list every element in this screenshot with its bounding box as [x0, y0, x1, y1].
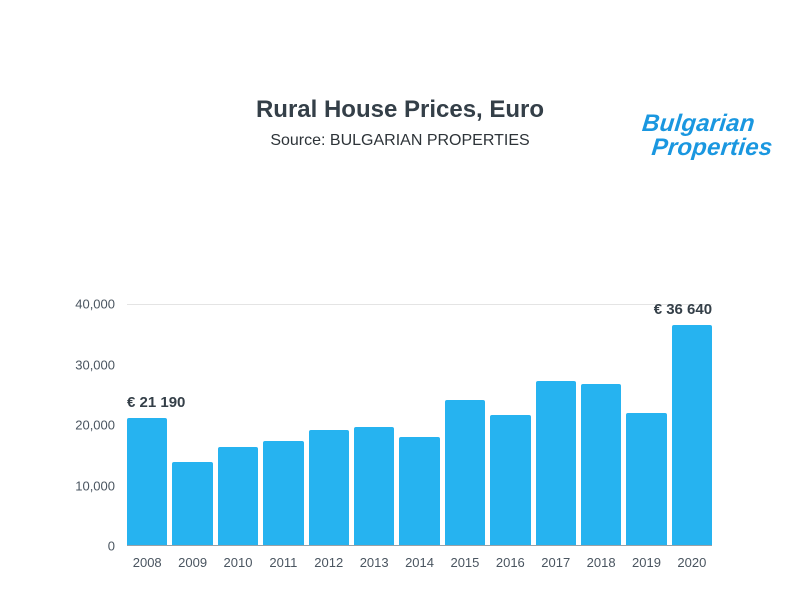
bar-chart: 0 10,000 20,000 30,000 40,000 € 21 190 € 36 6… [30, 297, 713, 570]
bar-2020 [671, 325, 713, 545]
bar-2019 [626, 413, 667, 545]
bar-column-2019 [626, 305, 667, 545]
plot-area: € 21 190 € 36 640 [127, 301, 713, 546]
x-tick-label-2016: 2016 [495, 555, 525, 570]
bar-2016 [490, 414, 531, 545]
page-title: Rural House Prices, Euro [255, 96, 545, 123]
bar-column-2014 [399, 305, 440, 545]
bar-column-2015 [444, 305, 486, 545]
x-axis: 2008 2009 2010 2011 2012 2013 2014 2015 2016 2017… [127, 555, 712, 570]
x-tick-label-2010: 2010 [223, 555, 253, 570]
y-tick-label: 0 [107, 538, 115, 554]
y-tick-label: 40,000 [75, 296, 115, 312]
brand-logo: Bulgarian Properties [639, 110, 777, 161]
bar-2014 [399, 437, 440, 545]
bar-column-2008: € 21 190 [127, 305, 185, 545]
bar-column-2009 [172, 305, 213, 545]
chart-subtitle: Source: BULGARIAN PROPERTIES [270, 132, 530, 149]
bar-2015 [444, 400, 486, 545]
bar-2013 [353, 427, 395, 545]
bar-column-2011 [263, 305, 304, 545]
bar-column-2018 [580, 305, 622, 545]
page: { "brand": { "line1": "Bulgarian", "line… [0, 96, 800, 600]
bar-column-2012 [308, 305, 349, 545]
x-tick-label-2017: 2017 [541, 555, 571, 570]
bar-column-2017 [535, 305, 576, 545]
data-label-2008: € 21 190 [127, 393, 186, 411]
y-tick-label: 10,000 [75, 478, 115, 493]
bar-2011 [263, 440, 304, 545]
bar-2009 [172, 461, 213, 545]
y-axis: 0 10,000 20,000 30,000 40,000 [30, 297, 127, 554]
y-tick-label: 20,000 [75, 417, 115, 433]
brand-logo-line2: Properties [650, 133, 775, 161]
x-tick-label-2018: 2018 [586, 555, 616, 570]
x-tick-label-2014: 2014 [405, 555, 434, 570]
bar-2010 [217, 447, 259, 545]
x-tick-label-2009: 2009 [178, 555, 208, 570]
data-label-2020: € 36 640 [653, 301, 713, 319]
plot-wrap: € 21 190 € 36 640 2008 2009 2010 2011 2012 201… [127, 301, 713, 570]
bar-column-2013 [353, 305, 395, 545]
bar-2017 [535, 380, 576, 545]
bar-2018 [580, 383, 622, 545]
x-tick-label-2019: 2019 [632, 555, 661, 570]
x-tick-label-2013: 2013 [359, 555, 389, 570]
x-tick-label-2020: 2020 [677, 555, 707, 570]
x-tick-label-2015: 2015 [450, 555, 480, 570]
x-tick-label-2012: 2012 [314, 555, 344, 570]
chart-header: Rural House Prices, Euro Source: BULGARI… [0, 96, 800, 150]
x-tick-label-2008: 2008 [132, 555, 162, 570]
x-tick-label-2011: 2011 [269, 555, 298, 570]
bar-2012 [308, 429, 349, 545]
bar-column-2020: € 36 640 [654, 301, 713, 545]
bar-column-2010 [217, 305, 259, 545]
bar-2008 [127, 417, 168, 545]
y-tick-label: 30,000 [75, 357, 115, 372]
bar-column-2016 [490, 305, 531, 545]
brand-logo-line1: Bulgarian [641, 110, 757, 137]
